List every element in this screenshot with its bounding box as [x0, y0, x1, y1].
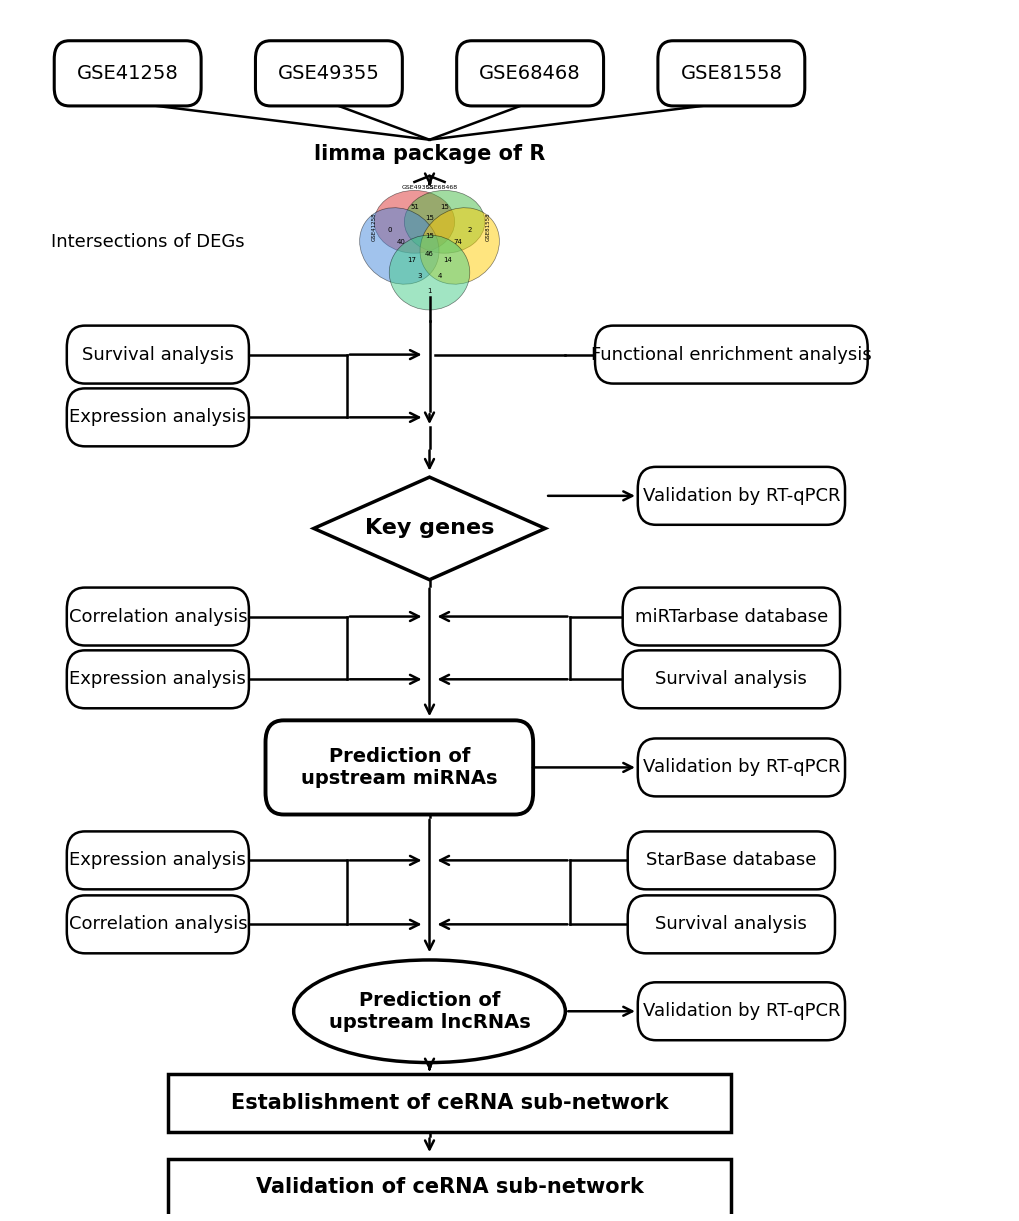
Text: Expression analysis: Expression analysis [69, 851, 246, 869]
Text: 51: 51 [410, 204, 419, 210]
Ellipse shape [389, 236, 470, 310]
Text: Correlation analysis: Correlation analysis [68, 916, 247, 933]
Ellipse shape [420, 208, 499, 284]
Ellipse shape [360, 208, 438, 284]
Text: GSE49355: GSE49355 [400, 186, 433, 190]
Text: miRTarbase database: miRTarbase database [634, 608, 827, 625]
Text: Survival analysis: Survival analysis [82, 346, 233, 364]
FancyBboxPatch shape [66, 326, 249, 383]
Text: GSE81558: GSE81558 [680, 63, 782, 83]
Text: Survival analysis: Survival analysis [655, 670, 806, 689]
Text: Validation of ceRNA sub-network: Validation of ceRNA sub-network [256, 1177, 643, 1198]
Bar [168, 1074, 731, 1132]
Text: Intersections of DEGs: Intersections of DEGs [51, 233, 245, 252]
Polygon shape [314, 477, 545, 580]
FancyBboxPatch shape [637, 982, 844, 1040]
Text: 15: 15 [425, 233, 433, 239]
Text: GSE41258: GSE41258 [76, 63, 178, 83]
FancyBboxPatch shape [265, 720, 533, 814]
FancyBboxPatch shape [66, 895, 249, 954]
FancyBboxPatch shape [66, 587, 249, 646]
Text: 17: 17 [407, 258, 416, 264]
Text: GSE49355: GSE49355 [278, 63, 379, 83]
FancyBboxPatch shape [657, 40, 804, 106]
FancyBboxPatch shape [457, 40, 603, 106]
FancyBboxPatch shape [622, 651, 840, 708]
Text: Prediction of
upstream miRNAs: Prediction of upstream miRNAs [301, 747, 497, 788]
FancyBboxPatch shape [66, 832, 249, 889]
FancyBboxPatch shape [594, 326, 867, 383]
Text: 2: 2 [467, 227, 472, 233]
FancyBboxPatch shape [622, 587, 840, 646]
FancyBboxPatch shape [66, 651, 249, 708]
Text: 4: 4 [437, 274, 441, 280]
Text: 3: 3 [417, 274, 421, 280]
Ellipse shape [404, 190, 484, 253]
Text: Expression analysis: Expression analysis [69, 670, 246, 689]
FancyBboxPatch shape [255, 40, 401, 106]
Text: Validation by RT-qPCR: Validation by RT-qPCR [642, 758, 840, 777]
Ellipse shape [374, 190, 454, 253]
Text: 15: 15 [440, 204, 448, 210]
Text: 74: 74 [452, 239, 462, 245]
Text: 1: 1 [427, 288, 431, 293]
Text: Validation by RT-qPCR: Validation by RT-qPCR [642, 487, 840, 504]
Text: StarBase database: StarBase database [645, 851, 816, 869]
Text: Functional enrichment analysis: Functional enrichment analysis [590, 346, 871, 364]
Text: GSE41258: GSE41258 [372, 212, 377, 241]
Text: Validation by RT-qPCR: Validation by RT-qPCR [642, 1002, 840, 1021]
FancyBboxPatch shape [637, 739, 844, 796]
FancyBboxPatch shape [627, 895, 835, 954]
Text: 0: 0 [386, 227, 391, 233]
Text: Expression analysis: Expression analysis [69, 408, 246, 426]
Text: 40: 40 [396, 239, 406, 245]
Text: Key genes: Key genes [365, 519, 494, 538]
Text: Establishment of ceRNA sub-network: Establishment of ceRNA sub-network [230, 1093, 667, 1114]
Text: GSE68468: GSE68468 [425, 186, 458, 190]
FancyBboxPatch shape [66, 388, 249, 447]
Text: Correlation analysis: Correlation analysis [68, 608, 247, 625]
Text: Survival analysis: Survival analysis [655, 916, 806, 933]
FancyBboxPatch shape [54, 40, 201, 106]
Text: limma package of R: limma package of R [314, 144, 545, 164]
Text: 15: 15 [425, 215, 433, 221]
Text: GSE68468: GSE68468 [479, 63, 581, 83]
Bar [168, 1159, 731, 1216]
Text: GSE81558: GSE81558 [485, 212, 490, 241]
Text: 14: 14 [442, 258, 451, 264]
FancyBboxPatch shape [627, 832, 835, 889]
Text: 46: 46 [425, 252, 433, 258]
Text: Prediction of
upstream lncRNAs: Prediction of upstream lncRNAs [328, 990, 530, 1032]
FancyBboxPatch shape [637, 466, 844, 525]
Ellipse shape [293, 960, 565, 1062]
